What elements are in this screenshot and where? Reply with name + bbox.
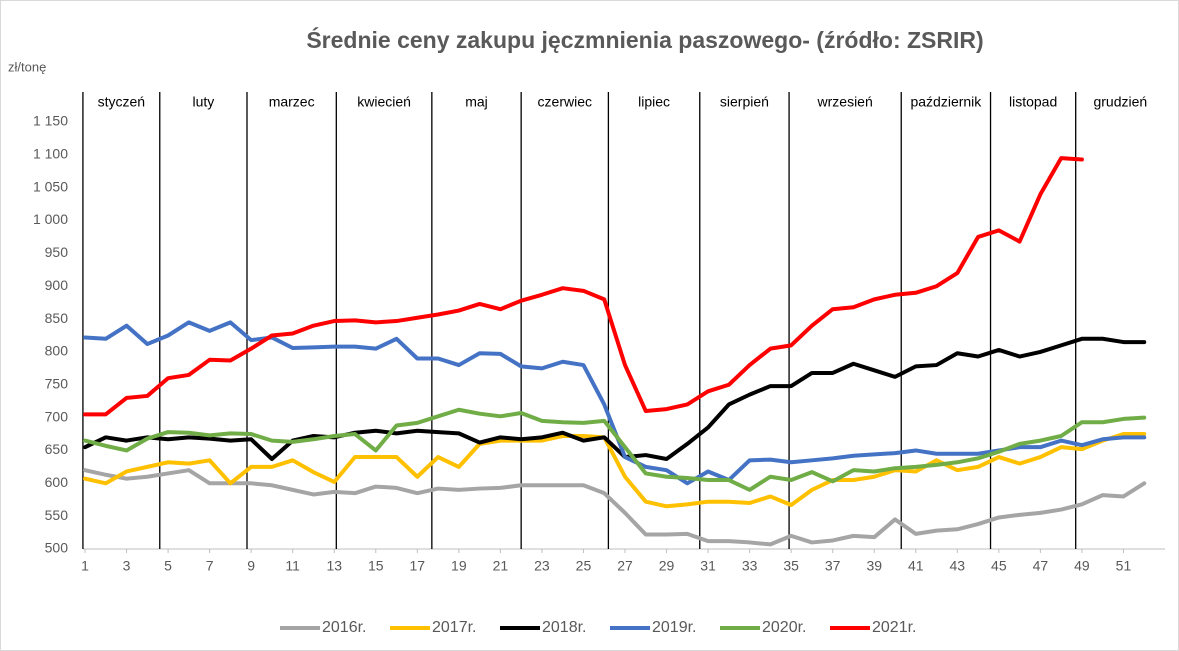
month-label: lipiec	[638, 94, 670, 110]
y-tick-label: 750	[45, 375, 69, 391]
legend-label: 2019r.	[652, 619, 696, 636]
y-tick-label: 500	[45, 540, 69, 556]
series-line	[83, 336, 1147, 462]
x-tick-label: 25	[576, 558, 592, 574]
x-tick-label: 21	[493, 558, 509, 574]
series-line	[83, 407, 1147, 492]
y-tick-label: 1 100	[33, 146, 68, 162]
x-tick-label: 29	[659, 558, 675, 574]
x-tick-label: 45	[991, 558, 1007, 574]
legend-label: 2021r.	[872, 619, 916, 636]
x-tick-label: 11	[285, 558, 300, 574]
x-tick-label: 41	[908, 558, 924, 574]
x-tick-label: 3	[123, 558, 131, 574]
x-tick-label: 33	[742, 558, 758, 574]
legend-label: 2018r.	[542, 619, 586, 636]
series-line	[83, 320, 1147, 486]
series-line	[83, 432, 1147, 509]
month-label: maj	[465, 94, 488, 110]
x-tick-label: 5	[164, 558, 172, 574]
x-tick-label: 13	[326, 558, 342, 574]
y-tick-label: 600	[45, 474, 69, 490]
legend-label: 2016r.	[322, 619, 366, 636]
x-tick-label: 27	[617, 558, 633, 574]
y-tick-label: 650	[45, 441, 69, 457]
y-tick-label: 550	[45, 507, 69, 523]
x-tick-label: 35	[783, 558, 799, 574]
series-line	[83, 156, 1084, 417]
month-label: styczeń	[98, 94, 145, 110]
x-tick-label: 9	[247, 558, 255, 574]
x-tick-label: 37	[825, 558, 841, 574]
legend-label: 2017r.	[432, 619, 476, 636]
y-axis-label: zł/tonę	[8, 59, 46, 74]
month-label: listopad	[1009, 94, 1057, 110]
month-label: kwiecień	[357, 94, 411, 110]
x-tick-label: 17	[410, 558, 426, 574]
x-tick-label: 1	[81, 558, 89, 574]
series-line	[83, 468, 1147, 547]
y-tick-label: 700	[45, 408, 69, 424]
x-tick-label: 49	[1074, 558, 1090, 574]
y-tick-label: 1 000	[33, 211, 68, 227]
x-tick-label: 19	[451, 558, 467, 574]
month-label: marzec	[269, 94, 315, 110]
x-tick-label: 47	[1033, 558, 1049, 574]
month-label: grudzień	[1093, 94, 1147, 110]
x-tick-label: 23	[534, 558, 550, 574]
y-tick-label: 1 150	[33, 113, 68, 129]
month-label: wrzesień	[817, 94, 873, 110]
x-tick-label: 51	[1116, 558, 1132, 574]
y-tick-label: 800	[45, 343, 69, 359]
month-label: czerwiec	[538, 94, 592, 110]
month-label: październik	[910, 94, 982, 110]
y-tick-label: 850	[45, 310, 69, 326]
legend-label: 2020r.	[762, 619, 806, 636]
month-label: sierpień	[720, 94, 769, 110]
x-tick-label: 31	[700, 558, 716, 574]
x-tick-label: 7	[206, 558, 214, 574]
y-tick-label: 950	[45, 244, 69, 260]
month-label: luty	[192, 94, 214, 110]
x-tick-label: 15	[368, 558, 384, 574]
chart-title: Średnie ceny zakupu jęczmnienia paszoweg…	[306, 26, 983, 53]
y-tick-label: 900	[45, 277, 69, 293]
x-tick-label: 43	[950, 558, 966, 574]
y-tick-label: 1 050	[33, 178, 68, 194]
x-tick-label: 39	[866, 558, 882, 574]
